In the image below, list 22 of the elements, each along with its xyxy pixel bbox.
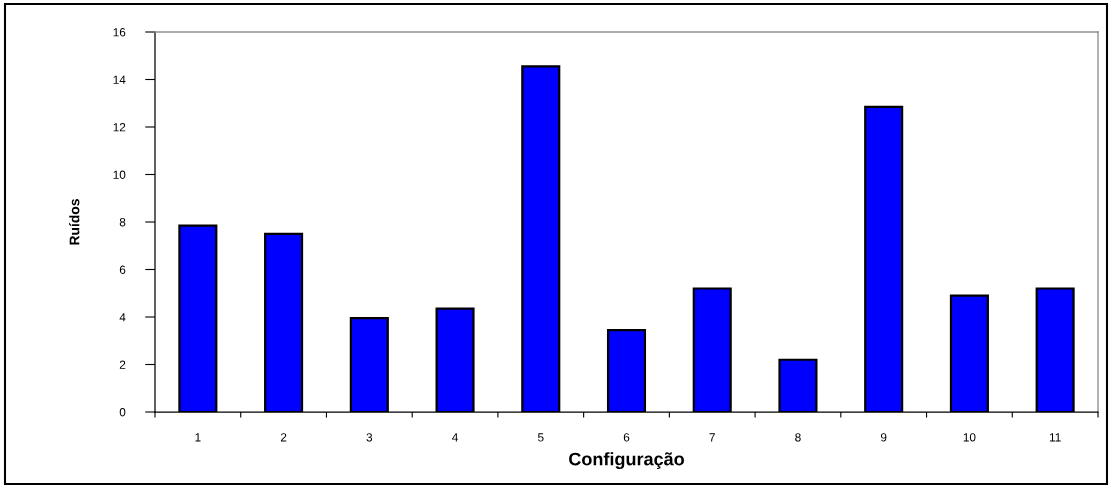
x-tick-label: 5	[537, 433, 544, 442]
y-tick-label: 6	[119, 265, 126, 274]
x-tick-label: 7	[709, 433, 715, 442]
y-axis-title: Ruídos	[69, 199, 80, 245]
y-tick-label: 10	[113, 170, 126, 179]
x-tick-label: 9	[880, 433, 887, 442]
x-axis-title: Configuração	[569, 452, 684, 470]
y-tick-label: 4	[119, 313, 126, 322]
x-tick-label: 6	[623, 433, 630, 442]
y-tick-label: 16	[113, 28, 126, 37]
y-tick-label: 12	[113, 123, 126, 132]
x-tick-label: 8	[795, 433, 801, 442]
y-tick-label: 0	[119, 408, 126, 417]
x-tick-label: 2	[280, 433, 287, 442]
x-tick-label: 3	[366, 433, 373, 442]
x-tick-label: 11	[1049, 433, 1061, 442]
y-tick-label: 8	[119, 218, 126, 227]
y-tick-label: 2	[119, 360, 126, 369]
x-tick-label: 4	[452, 433, 458, 442]
x-tick-label: 1	[195, 433, 201, 442]
y-tick-label: 14	[113, 75, 126, 84]
x-tick-label: 10	[963, 433, 976, 442]
